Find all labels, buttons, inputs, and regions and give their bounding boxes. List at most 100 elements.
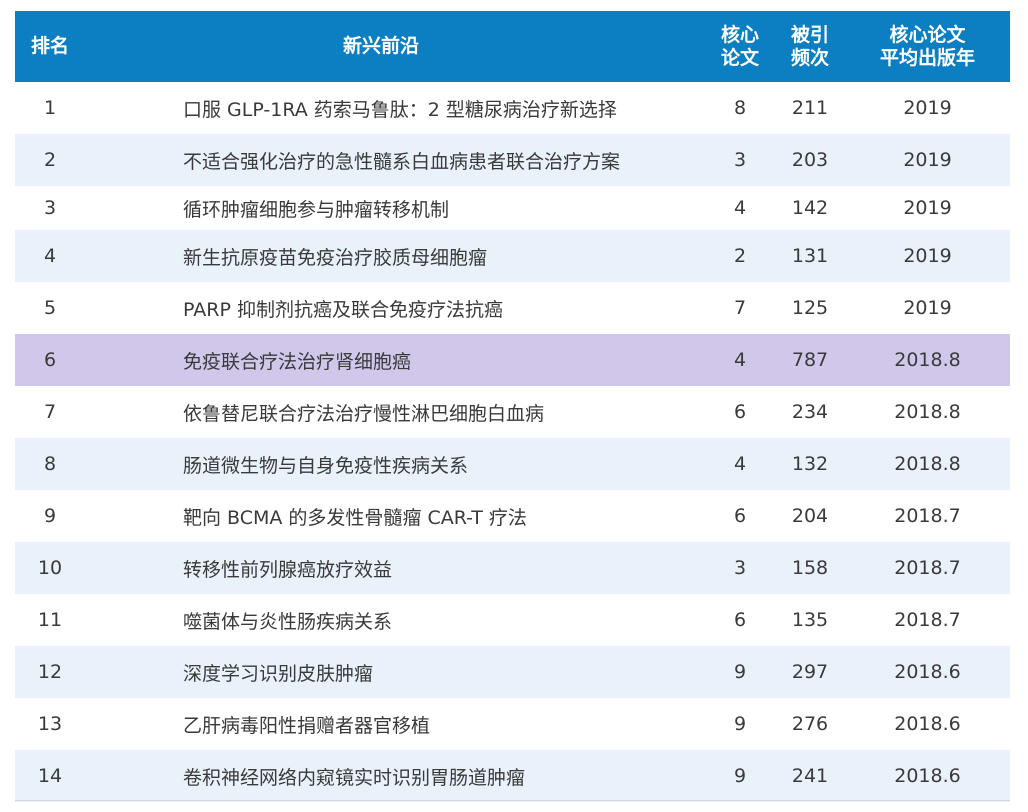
header-rank: 排名 [30,35,69,57]
cell-core: 6 [733,609,747,631]
table-bottom-divider [15,800,1010,801]
table-header: 排名 新兴前沿 核心 论文 被引 频次 核心论文 平均出版年 [15,11,1010,82]
cell-cite: 158 [791,557,829,579]
table-row: 7 依鲁替尼联合疗法治疗慢性淋巴细胞白血病 6 234 2018.8 [15,386,1010,438]
cell-cite: 276 [791,713,829,735]
cell-cite: 787 [791,349,829,371]
table-row: 11 噬菌体与炎性肠疾病关系 6 135 2018.7 [15,594,1010,646]
cell-year: 2019 [903,97,952,119]
cell-core: 9 [733,765,747,787]
header-year-line2: 平均出版年 [879,46,975,69]
header-core-line1: 核心 [720,23,759,46]
header-avg-year: 核心论文 平均出版年 [845,11,1010,82]
cell-year: 2018.6 [894,661,961,683]
cell-year: 2018.6 [894,713,961,735]
cell-cite: 142 [791,197,829,219]
header-year-line1: 核心论文 [889,23,966,46]
header-topic: 新兴前沿 [343,35,420,57]
cell-topic: 深度学习识别皮肤肿瘤 [183,662,374,685]
table-row: 13 乙肝病毒阳性捐赠者器官移植 9 276 2018.6 [15,698,1010,750]
cell-year: 2018.8 [894,453,961,475]
cell-year: 2019 [903,149,952,171]
cell-rank: 9 [43,505,57,527]
cell-rank: 7 [43,401,57,423]
table-row-highlighted: 6 免疫联合疗法治疗肾细胞癌 4 787 2018.8 [15,334,1010,386]
header-citations: 被引 频次 [775,11,845,82]
table-row: 8 肠道微生物与自身免疫性疾病关系 4 132 2018.8 [15,438,1010,490]
cell-core: 3 [733,557,747,579]
cell-core: 2 [733,245,747,267]
cell-topic: 靶向 BCMA 的多发性骨髓瘤 CAR-T 疗法 [183,506,527,529]
cell-year: 2018.7 [894,609,961,631]
cell-cite: 135 [791,609,829,631]
table-row: 4 新生抗原疫苗免疫治疗胶质母细胞瘤 2 131 2019 [15,230,1010,282]
cell-topic: 肠道微生物与自身免疫性疾病关系 [183,454,469,477]
cell-cite: 297 [791,661,829,683]
table-body: 1 口服 GLP-1RA 药索马鲁肽：2 型糖尿病治疗新选择 8 211 201… [15,82,1010,802]
cell-rank: 11 [37,609,63,631]
cell-cite: 132 [791,453,829,475]
cell-topic: 噬菌体与炎性肠疾病关系 [183,610,393,633]
cell-topic: 卷积神经网络内窥镜实时识别胃肠道肿瘤 [183,766,526,789]
cell-cite: 131 [791,245,829,267]
cell-topic: 口服 GLP-1RA 药索马鲁肽：2 型糖尿病治疗新选择 [183,98,617,121]
cell-year: 2018.8 [894,349,961,371]
cell-core: 4 [733,453,747,475]
cell-rank: 2 [43,149,57,171]
cell-rank: 8 [43,453,57,475]
cell-topic: 循环肿瘤细胞参与肿瘤转移机制 [183,198,450,221]
cell-year: 2018.7 [894,505,961,527]
cell-core: 6 [733,505,747,527]
cell-core: 3 [733,149,747,171]
table-row: 2 不适合强化治疗的急性髓系白血病患者联合治疗方案 3 203 2019 [15,134,1010,186]
header-cite-line1: 被引 [790,23,829,46]
cell-topic: 新生抗原疫苗免疫治疗胶质母细胞瘤 [183,246,488,269]
cell-rank: 1 [43,97,57,119]
cell-cite: 125 [791,297,829,319]
cell-cite: 211 [791,97,829,119]
cell-topic: 不适合强化治疗的急性髓系白血病患者联合治疗方案 [183,150,621,173]
table-row: 10 转移性前列腺癌放疗效益 3 158 2018.7 [15,542,1010,594]
cell-cite: 203 [791,149,829,171]
cell-core: 4 [733,197,747,219]
cell-rank: 5 [43,297,57,319]
table-row: 3 循环肿瘤细胞参与肿瘤转移机制 4 142 2019 [15,186,1010,230]
cell-year: 2018.7 [894,557,961,579]
cell-topic: 依鲁替尼联合疗法治疗慢性淋巴细胞白血病 [183,402,545,425]
cell-rank: 13 [37,713,63,735]
cell-topic: 免疫联合疗法治疗肾细胞癌 [183,350,412,373]
cell-rank: 4 [43,245,57,267]
cell-core: 9 [733,713,747,735]
cell-core: 4 [733,349,747,371]
table-row: 9 靶向 BCMA 的多发性骨髓瘤 CAR-T 疗法 6 204 2018.7 [15,490,1010,542]
cell-core: 6 [733,401,747,423]
cell-rank: 10 [37,557,63,579]
cell-rank: 14 [37,765,63,787]
cell-core: 8 [733,97,747,119]
header-core-line2: 论文 [720,46,759,69]
table-row: 5 PARP 抑制剂抗癌及联合免疫疗法抗癌 7 125 2019 [15,282,1010,334]
cell-rank: 6 [43,349,57,371]
table-row: 12 深度学习识别皮肤肿瘤 9 297 2018.6 [15,646,1010,698]
cell-core: 9 [733,661,747,683]
cell-year: 2019 [903,297,952,319]
cell-cite: 234 [791,401,829,423]
data-table: 排名 新兴前沿 核心 论文 被引 频次 核心论文 平均出版年 1 口服 GL [15,11,1010,802]
cell-rank: 3 [43,197,57,219]
cell-cite: 204 [791,505,829,527]
cell-rank: 12 [37,661,63,683]
cell-topic: 转移性前列腺癌放疗效益 [183,558,393,581]
header-row: 排名 新兴前沿 核心 论文 被引 频次 核心论文 平均出版年 [15,11,1010,82]
header-core-papers: 核心 论文 [705,11,775,82]
table-row: 1 口服 GLP-1RA 药索马鲁肽：2 型糖尿病治疗新选择 8 211 201… [15,82,1010,134]
cell-year: 2018.8 [894,401,961,423]
table-row: 14 卷积神经网络内窥镜实时识别胃肠道肿瘤 9 241 2018.6 [15,750,1010,802]
cell-topic: PARP 抑制剂抗癌及联合免疫疗法抗癌 [183,298,503,321]
cell-core: 7 [733,297,747,319]
emerging-fronts-table: 排名 新兴前沿 核心 论文 被引 频次 核心论文 平均出版年 1 口服 GL [15,11,1010,802]
cell-cite: 241 [791,765,829,787]
header-cite-line2: 频次 [790,46,829,69]
cell-year: 2019 [903,245,952,267]
cell-year: 2018.6 [894,765,961,787]
cell-topic: 乙肝病毒阳性捐赠者器官移植 [183,714,431,737]
